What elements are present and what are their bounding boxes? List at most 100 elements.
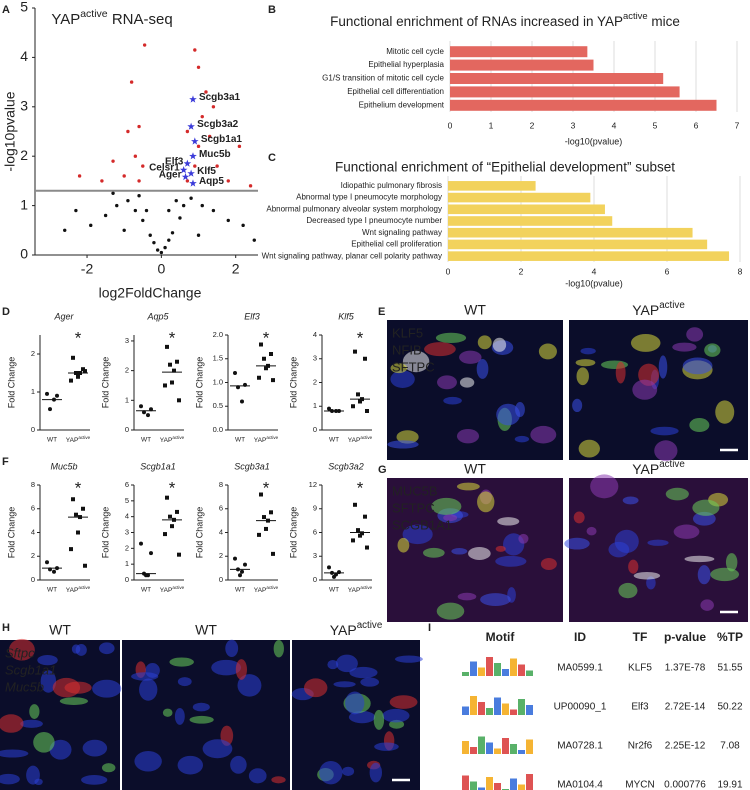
point bbox=[163, 245, 167, 250]
x-tick-label: 4 bbox=[612, 120, 617, 130]
data-point bbox=[71, 497, 75, 502]
y-tick-label: 9 bbox=[313, 504, 317, 513]
gene-label: Ager bbox=[159, 170, 182, 181]
cell bbox=[431, 497, 462, 515]
table-header: Motif bbox=[486, 630, 516, 644]
y-tick-label: 6 bbox=[313, 527, 317, 536]
category-label: Decreased type I pneumocyte number bbox=[306, 216, 442, 225]
gene-label: Scgb1a1 bbox=[201, 134, 243, 145]
cell bbox=[628, 559, 639, 574]
cell bbox=[373, 709, 385, 730]
significance-star: * bbox=[169, 478, 176, 497]
cell bbox=[436, 602, 465, 620]
data-point bbox=[149, 551, 153, 556]
category-label: Abnormal type I pneumocyte morphology bbox=[296, 193, 442, 202]
x-tick-label-part: active bbox=[172, 435, 184, 440]
cell bbox=[540, 557, 557, 570]
data-point bbox=[259, 342, 263, 347]
x-tick-label: YAPactive bbox=[160, 435, 185, 444]
cell bbox=[37, 654, 58, 666]
significance-star: * bbox=[263, 328, 270, 347]
motif-logo-glyph bbox=[470, 781, 477, 790]
table-cell: 1.37E-78 bbox=[665, 663, 706, 674]
cell bbox=[211, 659, 242, 676]
cell bbox=[235, 659, 247, 680]
table-header: TF bbox=[633, 630, 648, 644]
table-cell: 19.91 bbox=[717, 780, 742, 790]
cell bbox=[700, 599, 714, 611]
y-tick-label: 3 bbox=[20, 98, 28, 114]
point bbox=[137, 179, 141, 183]
cell bbox=[177, 677, 192, 687]
motif-logo-glyph bbox=[462, 706, 469, 715]
data-point bbox=[243, 562, 247, 567]
image-column-label: YAPactive bbox=[330, 620, 383, 638]
data-point bbox=[327, 406, 331, 411]
image-column-label-part: active bbox=[357, 620, 383, 631]
y-tick-label: 0.0 bbox=[213, 425, 223, 434]
x-tick-label: WT bbox=[141, 437, 151, 444]
data-point bbox=[363, 356, 367, 361]
y-tick-label: 2.0 bbox=[213, 330, 223, 339]
table-header: ID bbox=[574, 630, 586, 644]
x-tick-label-part: YAP bbox=[66, 437, 79, 444]
x-tick-label: YAPactive bbox=[66, 585, 91, 594]
data-point bbox=[139, 541, 143, 546]
chart-title: Scgb3a1 bbox=[234, 461, 270, 471]
image-column-label-part: active bbox=[659, 300, 685, 311]
cell bbox=[237, 674, 262, 697]
cell bbox=[177, 755, 203, 775]
x-tick-label: 7 bbox=[735, 120, 740, 130]
y-tick-label: 5 bbox=[20, 0, 28, 15]
motif-logo-glyph bbox=[526, 739, 533, 754]
cell bbox=[99, 642, 115, 655]
cell bbox=[654, 440, 678, 462]
motif-logo-glyph bbox=[486, 777, 493, 790]
point bbox=[126, 198, 130, 203]
point bbox=[137, 124, 141, 129]
data-point bbox=[163, 383, 167, 388]
y-axis-label: Fold Change bbox=[288, 507, 298, 559]
y-tick-label: 1 bbox=[313, 401, 317, 410]
cell bbox=[476, 359, 489, 379]
cell bbox=[49, 739, 72, 760]
data-point bbox=[76, 530, 80, 535]
y-tick-label: 1.5 bbox=[213, 354, 223, 363]
data-point bbox=[168, 362, 172, 367]
panel-label: G bbox=[378, 464, 387, 476]
cell bbox=[390, 370, 415, 388]
table-cell: UP00090_1 bbox=[554, 702, 607, 713]
motif-logo-glyph bbox=[494, 783, 501, 790]
motif-logo-glyph bbox=[462, 741, 469, 754]
gene-label: Celsr1 bbox=[149, 163, 180, 174]
data-point bbox=[353, 349, 357, 354]
cell bbox=[514, 435, 530, 443]
point bbox=[189, 196, 193, 200]
cell bbox=[632, 379, 658, 400]
cell bbox=[342, 766, 355, 777]
significance-star: * bbox=[75, 478, 82, 497]
highlight-star bbox=[181, 172, 190, 181]
cell bbox=[248, 768, 267, 784]
cell bbox=[92, 679, 122, 698]
stain-label: KLF5 bbox=[392, 325, 423, 340]
cell bbox=[630, 333, 661, 352]
highlight-star bbox=[183, 159, 192, 167]
motif-logo-glyph bbox=[478, 736, 485, 754]
y-tick-label: 1 bbox=[31, 387, 35, 396]
x-tick-label-part: YAP bbox=[160, 587, 173, 594]
cell bbox=[495, 555, 527, 567]
point bbox=[141, 164, 145, 168]
data-point bbox=[74, 512, 78, 517]
cell bbox=[622, 496, 639, 505]
cell bbox=[139, 678, 158, 701]
cell bbox=[271, 776, 286, 784]
y-axis-label: Fold Change bbox=[100, 507, 110, 559]
y-tick-label: 4 bbox=[31, 527, 35, 536]
point bbox=[211, 105, 216, 109]
data-point bbox=[76, 374, 80, 379]
highlight-star bbox=[189, 179, 197, 187]
motif-logo-glyph bbox=[470, 696, 477, 715]
chart-title: Scgb1a1 bbox=[140, 461, 176, 471]
stain-label: SFTPC bbox=[392, 500, 435, 515]
